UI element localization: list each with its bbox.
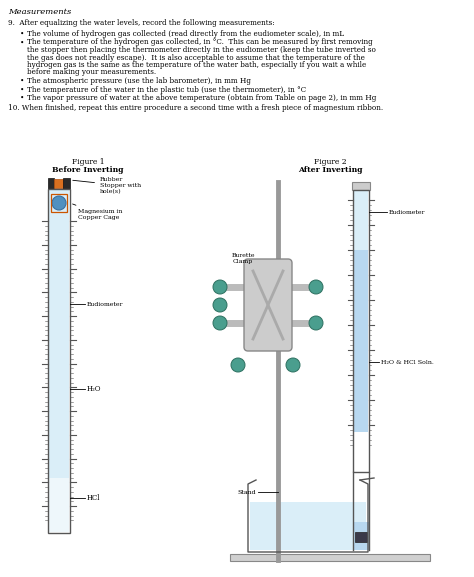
Text: The atmospheric pressure (use the lab barometer), in mm Hg: The atmospheric pressure (use the lab ba… [27, 77, 251, 85]
Text: The temperature of the water in the plastic tub (use the thermometer), in °C: The temperature of the water in the plas… [27, 85, 306, 93]
Bar [49, 478, 69, 532]
Text: The volume of hydrogen gas collected (read directly from the eudiometer scale), : The volume of hydrogen gas collected (re… [27, 30, 344, 38]
Text: After Inverting: After Inverting [298, 166, 362, 174]
Circle shape [309, 280, 323, 294]
Bar [353, 190, 369, 472]
Bar [353, 522, 369, 550]
Circle shape [52, 196, 66, 210]
Circle shape [231, 358, 245, 372]
Bar [48, 189, 70, 533]
Text: Figure 2: Figure 2 [314, 158, 346, 166]
Text: Before Inverting: Before Inverting [52, 166, 124, 174]
Bar [354, 190, 368, 432]
Bar [63, 178, 70, 189]
Circle shape [213, 298, 227, 312]
Text: 10. When finished, repeat this entire procedure a second time with a fresh piece: 10. When finished, repeat this entire pr… [8, 103, 383, 111]
Bar [49, 189, 69, 478]
Text: HCl: HCl [87, 494, 100, 502]
Text: Eudiometer: Eudiometer [389, 209, 425, 215]
Bar [230, 554, 430, 561]
Text: •: • [20, 30, 24, 38]
Text: Burette
Clamp: Burette Clamp [231, 253, 255, 264]
Text: •: • [20, 39, 24, 47]
Text: Magnesium in
Copper Cage: Magnesium in Copper Cage [73, 204, 122, 220]
Circle shape [309, 316, 323, 330]
Text: the stopper then placing the thermometer directly in the eudiometer (keep the tu: the stopper then placing the thermometer… [27, 46, 376, 54]
Circle shape [286, 358, 300, 372]
Text: •: • [20, 94, 24, 102]
Text: •: • [20, 85, 24, 93]
Text: •: • [20, 77, 24, 85]
Text: the gas does not readily escape).  It is also acceptable to assume that the temp: the gas does not readily escape). It is … [27, 54, 365, 62]
Text: Measurements: Measurements [8, 8, 71, 16]
Bar [48, 178, 54, 189]
Circle shape [213, 280, 227, 294]
Text: Eudiometer: Eudiometer [87, 302, 123, 306]
Circle shape [213, 316, 227, 330]
Text: Figure 1: Figure 1 [72, 158, 104, 166]
Text: Rubber
Stopper with
hole(s): Rubber Stopper with hole(s) [73, 177, 141, 194]
Text: Stand: Stand [237, 489, 256, 494]
Bar [250, 502, 366, 550]
Bar [51, 194, 67, 212]
Bar [54, 179, 63, 188]
Text: The vapor pressure of water at the above temperature (obtain from Table on page : The vapor pressure of water at the above… [27, 94, 376, 102]
Bar [354, 190, 368, 250]
Text: before making your measurements.: before making your measurements. [27, 69, 156, 77]
Text: hydrogen gas is the same as the temperature of the water bath, especially if you: hydrogen gas is the same as the temperat… [27, 61, 366, 69]
Bar [355, 532, 367, 542]
Bar [352, 182, 370, 190]
Text: H₂O & HCl Soln.: H₂O & HCl Soln. [381, 359, 434, 365]
Text: The temperature of the hydrogen gas collected, in °C.  This can be measured by f: The temperature of the hydrogen gas coll… [27, 39, 373, 47]
Text: H₂O: H₂O [87, 385, 101, 393]
Text: 9.  After equalizing the water levels, record the following measurements:: 9. After equalizing the water levels, re… [8, 19, 275, 27]
FancyBboxPatch shape [244, 259, 292, 351]
